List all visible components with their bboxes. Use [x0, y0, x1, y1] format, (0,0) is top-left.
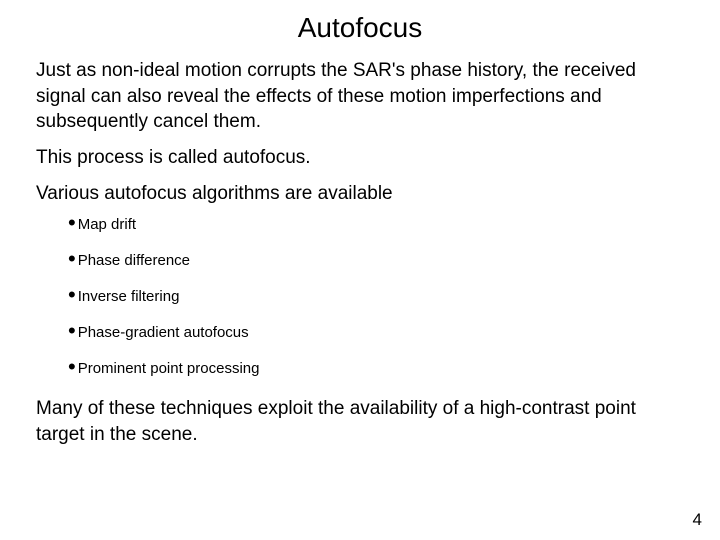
bullet-label: Inverse filtering — [78, 288, 180, 306]
list-item: • Inverse filtering — [68, 288, 684, 306]
bullet-list: • Map drift • Phase difference • Inverse… — [68, 216, 684, 378]
bullet-icon: • — [68, 288, 76, 302]
bullet-icon: • — [68, 360, 76, 374]
paragraph-algorithms: Various autofocus algorithms are availab… — [36, 181, 684, 207]
list-item: • Map drift — [68, 216, 684, 234]
bullet-label: Phase-gradient autofocus — [78, 324, 249, 342]
paragraph-process: This process is called autofocus. — [36, 145, 684, 171]
paragraph-conclusion: Many of these techniques exploit the ava… — [36, 396, 684, 447]
paragraph-intro: Just as non-ideal motion corrupts the SA… — [36, 58, 684, 135]
bullet-icon: • — [68, 216, 76, 230]
bullet-label: Map drift — [78, 216, 136, 234]
page-number: 4 — [693, 510, 702, 530]
slide-title: Autofocus — [36, 12, 684, 44]
bullet-icon: • — [68, 252, 76, 266]
list-item: • Phase difference — [68, 252, 684, 270]
list-item: • Phase-gradient autofocus — [68, 324, 684, 342]
bullet-label: Prominent point processing — [78, 360, 260, 378]
list-item: • Prominent point processing — [68, 360, 684, 378]
bullet-label: Phase difference — [78, 252, 190, 270]
bullet-icon: • — [68, 324, 76, 338]
